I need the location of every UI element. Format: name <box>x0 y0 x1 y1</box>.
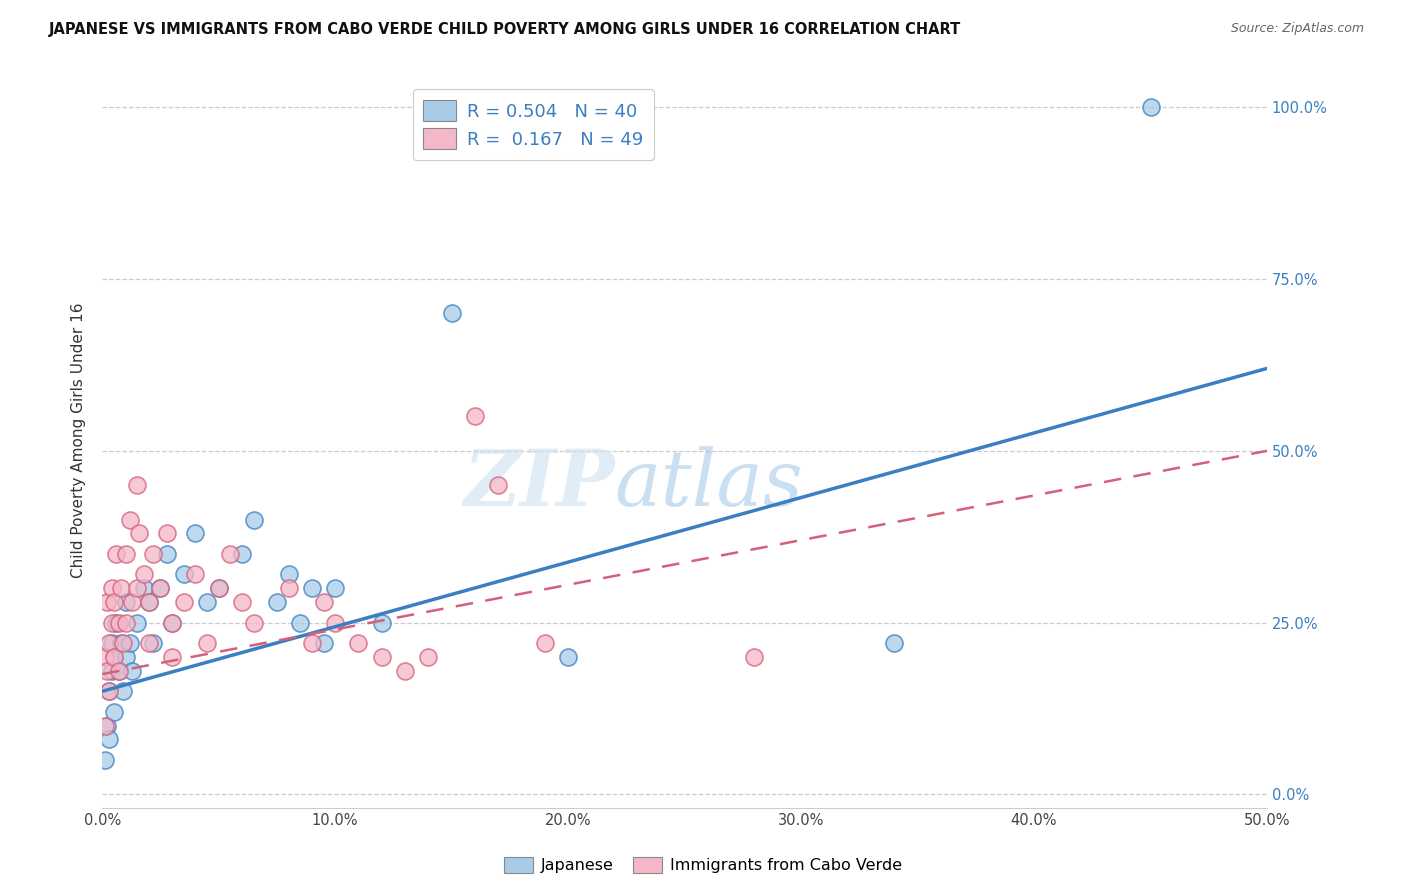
Point <box>138 595 160 609</box>
Point <box>371 615 394 630</box>
Point <box>105 547 128 561</box>
Point <box>121 595 143 609</box>
Point <box>96 718 118 732</box>
Point <box>121 664 143 678</box>
Point <box>100 581 122 595</box>
Point <box>290 615 312 630</box>
Point <box>103 649 125 664</box>
Point <box>440 306 463 320</box>
Point <box>110 581 132 595</box>
Point <box>312 636 335 650</box>
Point <box>277 567 299 582</box>
Point <box>277 581 299 595</box>
Point <box>120 512 142 526</box>
Point <box>98 684 121 698</box>
Point <box>98 684 121 698</box>
Point <box>418 649 440 664</box>
Point <box>100 615 122 630</box>
Point <box>96 664 118 678</box>
Point <box>219 547 242 561</box>
Point <box>160 649 183 664</box>
Point <box>100 636 122 650</box>
Point <box>93 718 115 732</box>
Point <box>242 512 264 526</box>
Point <box>156 526 179 541</box>
Point <box>323 615 346 630</box>
Point <box>138 636 160 650</box>
Point <box>110 636 132 650</box>
Point <box>103 595 125 609</box>
Point <box>103 705 125 719</box>
Point <box>103 649 125 664</box>
Point <box>394 664 416 678</box>
Point <box>173 567 195 582</box>
Point <box>105 615 128 630</box>
Point <box>98 732 121 747</box>
Point <box>142 636 165 650</box>
Y-axis label: Child Poverty Among Girls Under 16: Child Poverty Among Girls Under 16 <box>72 302 86 578</box>
Point <box>156 547 179 561</box>
Point <box>127 615 149 630</box>
Text: atlas: atlas <box>614 447 803 523</box>
Point <box>312 595 335 609</box>
Point <box>149 581 172 595</box>
Point <box>464 409 486 424</box>
Point <box>142 547 165 561</box>
Text: ZIP: ZIP <box>463 446 614 523</box>
Point <box>242 615 264 630</box>
Point <box>744 649 766 664</box>
Point <box>323 581 346 595</box>
Point <box>195 595 218 609</box>
Point <box>231 595 253 609</box>
Point <box>371 649 394 664</box>
Point <box>266 595 288 609</box>
Point <box>127 581 149 595</box>
Legend: Japanese, Immigrants from Cabo Verde: Japanese, Immigrants from Cabo Verde <box>498 850 908 880</box>
Point <box>160 615 183 630</box>
Point <box>184 526 207 541</box>
Point <box>114 649 136 664</box>
Point <box>134 581 156 595</box>
Point <box>107 615 129 630</box>
Point <box>1139 100 1161 114</box>
Point <box>98 636 121 650</box>
Point <box>557 649 579 664</box>
Point <box>534 636 557 650</box>
Point <box>883 636 905 650</box>
Point <box>114 547 136 561</box>
Point <box>208 581 231 595</box>
Point <box>127 478 149 492</box>
Text: Source: ZipAtlas.com: Source: ZipAtlas.com <box>1230 22 1364 36</box>
Point <box>100 664 122 678</box>
Point <box>301 636 323 650</box>
Point <box>184 567 207 582</box>
Point <box>93 649 115 664</box>
Point <box>107 664 129 678</box>
Point <box>114 595 136 609</box>
Point <box>114 615 136 630</box>
Point <box>96 595 118 609</box>
Point <box>486 478 509 492</box>
Point <box>93 753 115 767</box>
Text: JAPANESE VS IMMIGRANTS FROM CABO VERDE CHILD POVERTY AMONG GIRLS UNDER 16 CORREL: JAPANESE VS IMMIGRANTS FROM CABO VERDE C… <box>49 22 962 37</box>
Legend: R = 0.504   N = 40, R =  0.167   N = 49: R = 0.504 N = 40, R = 0.167 N = 49 <box>412 89 654 160</box>
Point <box>195 636 218 650</box>
Point <box>149 581 172 595</box>
Point <box>120 636 142 650</box>
Point <box>112 684 135 698</box>
Point <box>160 615 183 630</box>
Point <box>134 567 156 582</box>
Point <box>301 581 323 595</box>
Point <box>138 595 160 609</box>
Point <box>112 636 135 650</box>
Point <box>231 547 253 561</box>
Point <box>107 664 129 678</box>
Point <box>208 581 231 595</box>
Point <box>173 595 195 609</box>
Point <box>347 636 370 650</box>
Point <box>128 526 150 541</box>
